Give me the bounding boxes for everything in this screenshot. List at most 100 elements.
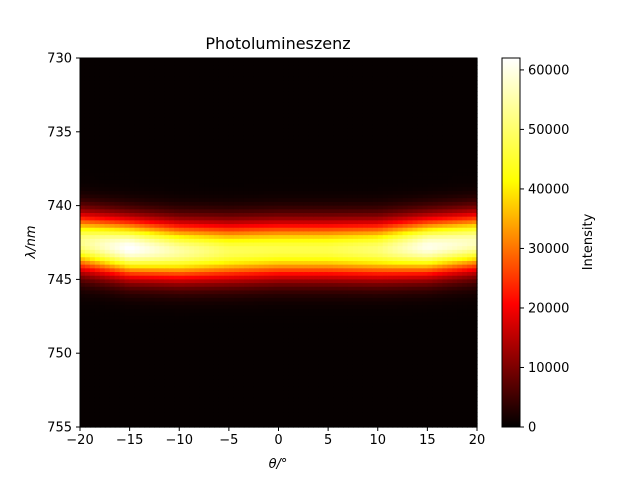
heatmap-cell: [313, 312, 319, 317]
heatmap-cell: [278, 168, 285, 173]
heatmap-cell: [209, 72, 215, 78]
heatmap-cell: [263, 275, 270, 280]
heatmap-cell: [248, 76, 255, 81]
heatmap-cell: [303, 117, 309, 122]
heatmap-cell: [293, 268, 299, 273]
heatmap-cell: [298, 198, 304, 203]
heatmap-cell: [154, 157, 160, 162]
heatmap-cell: [223, 235, 230, 240]
heatmap-cell: [298, 139, 304, 144]
heatmap-cell: [134, 364, 141, 369]
heatmap-cell: [283, 349, 290, 354]
heatmap-cell: [184, 142, 190, 148]
heatmap-cell: [293, 176, 299, 181]
heatmap-cell: [109, 227, 116, 233]
heatmap-cell: [184, 327, 190, 332]
heatmap-cell: [119, 327, 126, 332]
heatmap-cell: [288, 305, 294, 310]
heatmap-cell: [159, 176, 165, 181]
heatmap-cell: [268, 279, 275, 284]
heatmap-cell: [238, 415, 245, 421]
heatmap-cell: [109, 83, 116, 89]
heatmap-cell: [89, 135, 96, 140]
heatmap-cell: [263, 91, 270, 96]
heatmap-cell: [238, 386, 245, 391]
heatmap-cell: [268, 194, 275, 199]
heatmap-cell: [129, 401, 136, 406]
heatmap-cell: [80, 72, 86, 78]
heatmap-cell: [94, 176, 101, 181]
heatmap-cell: [223, 327, 230, 332]
heatmap-cell: [248, 120, 255, 126]
heatmap-cell: [134, 87, 141, 92]
heatmap-cell: [174, 379, 180, 384]
heatmap-cell: [258, 128, 265, 133]
heatmap-cell: [169, 375, 175, 380]
heatmap-cell: [268, 131, 275, 137]
heatmap-cell: [258, 80, 265, 85]
heatmap-cell: [99, 179, 106, 185]
heatmap-cell: [89, 165, 96, 170]
heatmap-cell: [213, 109, 220, 114]
heatmap-cell: [209, 415, 215, 421]
heatmap-cell: [313, 168, 319, 173]
heatmap-cell: [84, 65, 91, 70]
heatmap-cell: [298, 316, 304, 321]
heatmap-cell: [278, 161, 285, 166]
heatmap-cell: [228, 283, 235, 288]
heatmap-cell: [308, 150, 314, 155]
heatmap-cell: [129, 390, 136, 395]
heatmap-cell: [134, 139, 141, 144]
heatmap-cell: [298, 319, 304, 325]
heatmap-cell: [114, 323, 121, 328]
heatmap-cell: [84, 349, 91, 354]
heatmap-cell: [80, 338, 86, 343]
heatmap-cell: [243, 183, 250, 188]
heatmap-cell: [159, 327, 165, 332]
heatmap-cell: [233, 294, 240, 299]
heatmap-cell: [154, 371, 160, 376]
heatmap-cell: [248, 367, 255, 373]
heatmap-cell: [318, 72, 324, 78]
heatmap-cell: [114, 408, 121, 413]
heatmap-cell: [263, 279, 270, 284]
heatmap-cell: [313, 356, 319, 362]
heatmap-cell: [129, 183, 136, 188]
heatmap-cell: [159, 198, 165, 203]
heatmap-cell: [154, 176, 160, 181]
heatmap-cell: [223, 131, 230, 137]
heatmap-cell: [94, 379, 101, 384]
heatmap-cell: [114, 404, 121, 410]
heatmap-cell: [288, 331, 294, 336]
heatmap-cell: [139, 356, 146, 362]
heatmap-cell: [283, 415, 290, 421]
heatmap-cell: [253, 404, 260, 410]
heatmap-cell: [194, 80, 200, 85]
heatmap-cell: [169, 113, 175, 118]
heatmap-cell: [154, 272, 160, 277]
heatmap-cell: [204, 356, 210, 362]
heatmap-cell: [129, 367, 136, 373]
heatmap-cell: [323, 371, 329, 376]
heatmap-cell: [278, 128, 285, 133]
heatmap-cell: [119, 227, 126, 233]
heatmap-cell: [89, 279, 96, 284]
heatmap-cell: [154, 113, 160, 118]
heatmap-cell: [109, 150, 116, 155]
heatmap-cell: [144, 153, 151, 159]
heatmap-cell: [169, 305, 175, 310]
heatmap-cell: [218, 80, 225, 85]
heatmap-cell: [139, 253, 146, 258]
heatmap-cell: [323, 286, 329, 292]
heatmap-cell: [109, 272, 116, 277]
heatmap-cell: [268, 117, 275, 122]
heatmap-cell: [258, 216, 265, 221]
heatmap-cell: [303, 238, 309, 244]
heatmap-cell: [283, 187, 290, 192]
heatmap-cell: [253, 242, 260, 247]
heatmap-cell: [184, 404, 190, 410]
heatmap-cell: [283, 242, 290, 247]
heatmap-cell: [144, 386, 151, 391]
heatmap-cell: [169, 179, 175, 185]
heatmap-cell: [124, 294, 131, 299]
